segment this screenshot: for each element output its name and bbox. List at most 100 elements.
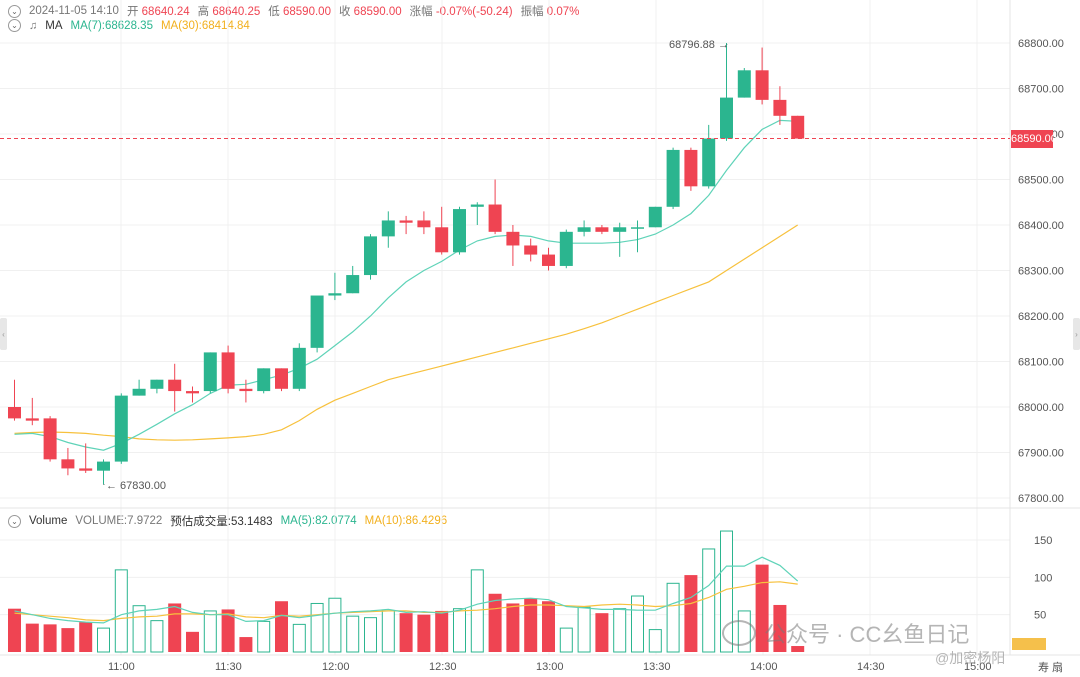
current-price-tag: 68590.00	[1011, 130, 1057, 148]
price-tick-label: 68200.00	[1018, 311, 1064, 323]
candle-body	[720, 97, 733, 139]
volume-bar	[791, 646, 805, 652]
candle-body	[275, 368, 288, 389]
amplitude-value: 0.07%	[546, 6, 580, 18]
candle-body	[542, 254, 555, 266]
volume-bar	[417, 614, 431, 652]
volume-bar	[435, 610, 449, 652]
price-tick-label: 67900.00	[1018, 448, 1064, 460]
volume-bar	[328, 597, 342, 653]
volume-bars	[8, 530, 805, 653]
candle-body	[25, 418, 39, 421]
volume-bar	[702, 548, 716, 653]
price-tick-label: 68100.00	[1018, 357, 1064, 369]
alert-bell-icon[interactable]: ♫	[29, 19, 38, 32]
candle-body	[364, 236, 377, 276]
volume-bar	[292, 623, 306, 653]
ma7-path	[14, 119, 798, 451]
volume-bar	[364, 617, 377, 653]
price-tick-label: 68000.00	[1018, 402, 1064, 414]
candle-body	[221, 352, 235, 389]
price-tick-label: 68500.00	[1018, 175, 1064, 187]
candle-body	[613, 227, 627, 232]
candle-body	[648, 206, 662, 228]
candle-body	[203, 352, 217, 392]
open-label: 开	[126, 6, 139, 18]
ma-collapse-chevron-icon[interactable]: ⌄	[8, 19, 21, 32]
volume-bar	[506, 603, 520, 652]
price-tick-label: 68300.00	[1018, 266, 1064, 278]
volume-bar	[186, 631, 199, 652]
ma30-line	[14, 224, 799, 441]
low-label: 低	[268, 6, 280, 18]
candle-body	[559, 231, 573, 266]
candle-body	[737, 70, 751, 98]
ma30-path	[14, 224, 799, 441]
volume-bar	[150, 620, 164, 653]
candle-body	[417, 220, 431, 228]
volume-bar	[488, 593, 502, 652]
volume-bar	[453, 608, 466, 653]
candle-body	[150, 379, 164, 389]
left-panel-toggle[interactable]: ‹	[0, 318, 7, 350]
volume-legend: ⌄ Volume VOLUME:7.9722 预估成交量:53.1483 MA(…	[8, 513, 447, 529]
ohlc-header: ⌄ 2024-11-05 14:10 开 68640.24 高 68640.25…	[8, 3, 579, 19]
price-tick-label: 68400.00	[1018, 220, 1064, 232]
time-tick-label: 13:00	[536, 661, 564, 673]
volume-bar	[221, 609, 235, 652]
time-tick-label: 14:00	[750, 661, 778, 673]
candle-body	[168, 379, 182, 392]
volume-bar	[61, 628, 75, 652]
candle-datetime: 2024-11-05 14:10	[29, 5, 119, 17]
volume-tick-label: 150	[1034, 535, 1052, 547]
candle-body	[702, 138, 716, 187]
candle-body	[257, 368, 271, 392]
volume-bar	[168, 603, 182, 652]
candle-body	[773, 99, 787, 116]
candle-body	[114, 395, 128, 462]
candle-body	[43, 418, 57, 460]
collapse-chevron-icon[interactable]: ⌄	[8, 4, 21, 18]
ma-legend-label[interactable]: MA	[45, 19, 63, 32]
low-value: 68590.00	[283, 6, 331, 18]
volume-bar	[755, 564, 769, 652]
volume-bar	[684, 575, 698, 652]
price-tick-label: 68700.00	[1018, 84, 1064, 96]
time-tick-label: 15:00	[964, 661, 992, 673]
candle-body	[186, 391, 199, 394]
candle-body	[97, 461, 110, 471]
chart-grid	[0, 0, 1080, 656]
volume-bar	[310, 602, 324, 653]
volume-ma5-path	[14, 556, 799, 624]
axes: 68800.0068700.0068600.0068500.0068400.00…	[103, 38, 1064, 673]
candle-body	[524, 245, 538, 255]
candle-body	[755, 70, 769, 100]
low-annotation: ← 67830.00	[106, 480, 166, 492]
volume-bar	[524, 598, 538, 652]
amplitude-label: 振幅	[520, 6, 544, 18]
candle-body	[791, 115, 805, 139]
ma7-legend-value: MA(7):68628.35	[70, 19, 153, 32]
candle-body	[8, 407, 21, 419]
volume-bar	[559, 627, 573, 653]
high-annotation-arrow: →	[718, 39, 729, 51]
right-panel-toggle[interactable]: ›	[1073, 318, 1080, 350]
time-tick-label: 12:30	[429, 661, 457, 673]
high-label: 高	[197, 6, 210, 18]
volume-bar	[8, 608, 21, 652]
volume-collapse-chevron-icon[interactable]: ⌄	[8, 514, 21, 528]
volume-tick-label: 50	[1034, 610, 1046, 622]
candle-body	[328, 293, 342, 296]
volume-bar	[648, 629, 662, 653]
watermark-text: 公众号 · CC幺鱼日记	[764, 622, 970, 647]
candle-body	[399, 220, 413, 223]
volume-bar	[381, 610, 395, 653]
volume-bar	[577, 606, 591, 653]
candle-body	[381, 220, 395, 237]
candle-body	[61, 459, 75, 469]
candle-body	[666, 149, 680, 207]
change-label: 涨幅	[409, 6, 433, 18]
volume-legend-label[interactable]: Volume	[29, 515, 68, 527]
close-label: 收	[338, 6, 351, 18]
